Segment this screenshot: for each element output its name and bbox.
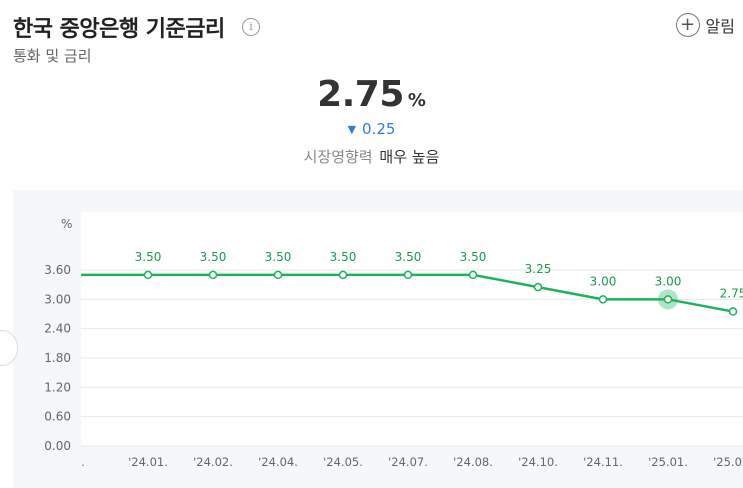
data-point — [338, 270, 348, 280]
data-label: 3.00 — [590, 274, 617, 288]
rate-line-chart: % 0.00 0.60 1.20 1.80 2.40 3.00 3.60. '24.01. '24… — [44, 212, 743, 469]
page-title: 한국 중앙은행 기준금리 — [13, 17, 225, 42]
data-label: 3.25 — [525, 262, 552, 276]
y-tick-label: 3.00 — [44, 292, 71, 306]
x-tick-label: '24.10. — [518, 455, 558, 469]
data-label: 3.50 — [200, 250, 227, 264]
y-axis-unit: % — [61, 217, 72, 231]
x-tick-label: '24.07. — [388, 455, 428, 469]
change-value: 0.25 — [362, 120, 396, 138]
x-tick-label: '24.08. — [453, 455, 493, 469]
x-tick-label: '24.11. — [583, 455, 623, 469]
page-subtitle: 통화 및 금리 — [13, 47, 92, 65]
data-point — [598, 295, 608, 304]
alert-label: 알림 — [705, 17, 735, 36]
chart-area: % 0.00 0.60 1.20 1.80 2.40 3.00 3.60. '24.01. '24… — [13, 190, 743, 488]
data-point — [143, 270, 153, 280]
plus-icon: + — [675, 13, 700, 37]
x-tick-label: '24.05. — [323, 455, 363, 469]
y-tick-label: 0.60 — [44, 410, 71, 424]
impact-label: 시장영향력 — [303, 148, 373, 166]
x-tick-label: '25.01. — [648, 455, 688, 469]
rate-change: ▼ 0.25 — [0, 120, 743, 138]
data-label: 3.50 — [135, 250, 162, 264]
rate-unit: % — [407, 90, 426, 111]
triangle-down-icon: ▼ — [347, 123, 357, 136]
data-label: 3.50 — [395, 250, 422, 264]
x-tick-label: '24.02. — [193, 455, 233, 469]
y-tick-label: 1.20 — [44, 380, 71, 394]
alert-button[interactable]: + 알림 — [675, 13, 735, 37]
impact-value: 매우 높음 — [379, 148, 440, 166]
x-tick-label: '24.01. — [128, 455, 168, 469]
info-icon[interactable]: i — [242, 18, 260, 36]
data-point — [273, 270, 283, 280]
data-point — [728, 307, 738, 316]
data-label: 3.00 — [655, 274, 682, 288]
data-point — [403, 270, 413, 280]
data-label: 3.50 — [330, 250, 357, 264]
y-tick-label: 3.60 — [44, 263, 71, 277]
data-point — [208, 270, 218, 280]
rate-value: 2.75 — [317, 74, 404, 115]
y-tick-label: 2.40 — [44, 322, 71, 336]
data-point — [663, 295, 673, 304]
x-tick-label: '24.04. — [258, 455, 298, 469]
x-tick-label: . — [81, 455, 85, 469]
data-label: 2.75 — [720, 287, 743, 301]
data-point — [468, 270, 478, 280]
x-tick-label: '25.02. — [713, 455, 743, 469]
market-impact: 시장영향력 매우 높음 — [0, 146, 743, 167]
current-rate: 2.75% — [0, 74, 743, 115]
data-label: 3.50 — [265, 250, 292, 264]
data-label: 3.50 — [460, 250, 487, 264]
y-tick-label: 0.00 — [44, 439, 71, 453]
data-point — [533, 282, 543, 292]
y-tick-label: 1.80 — [44, 351, 71, 365]
